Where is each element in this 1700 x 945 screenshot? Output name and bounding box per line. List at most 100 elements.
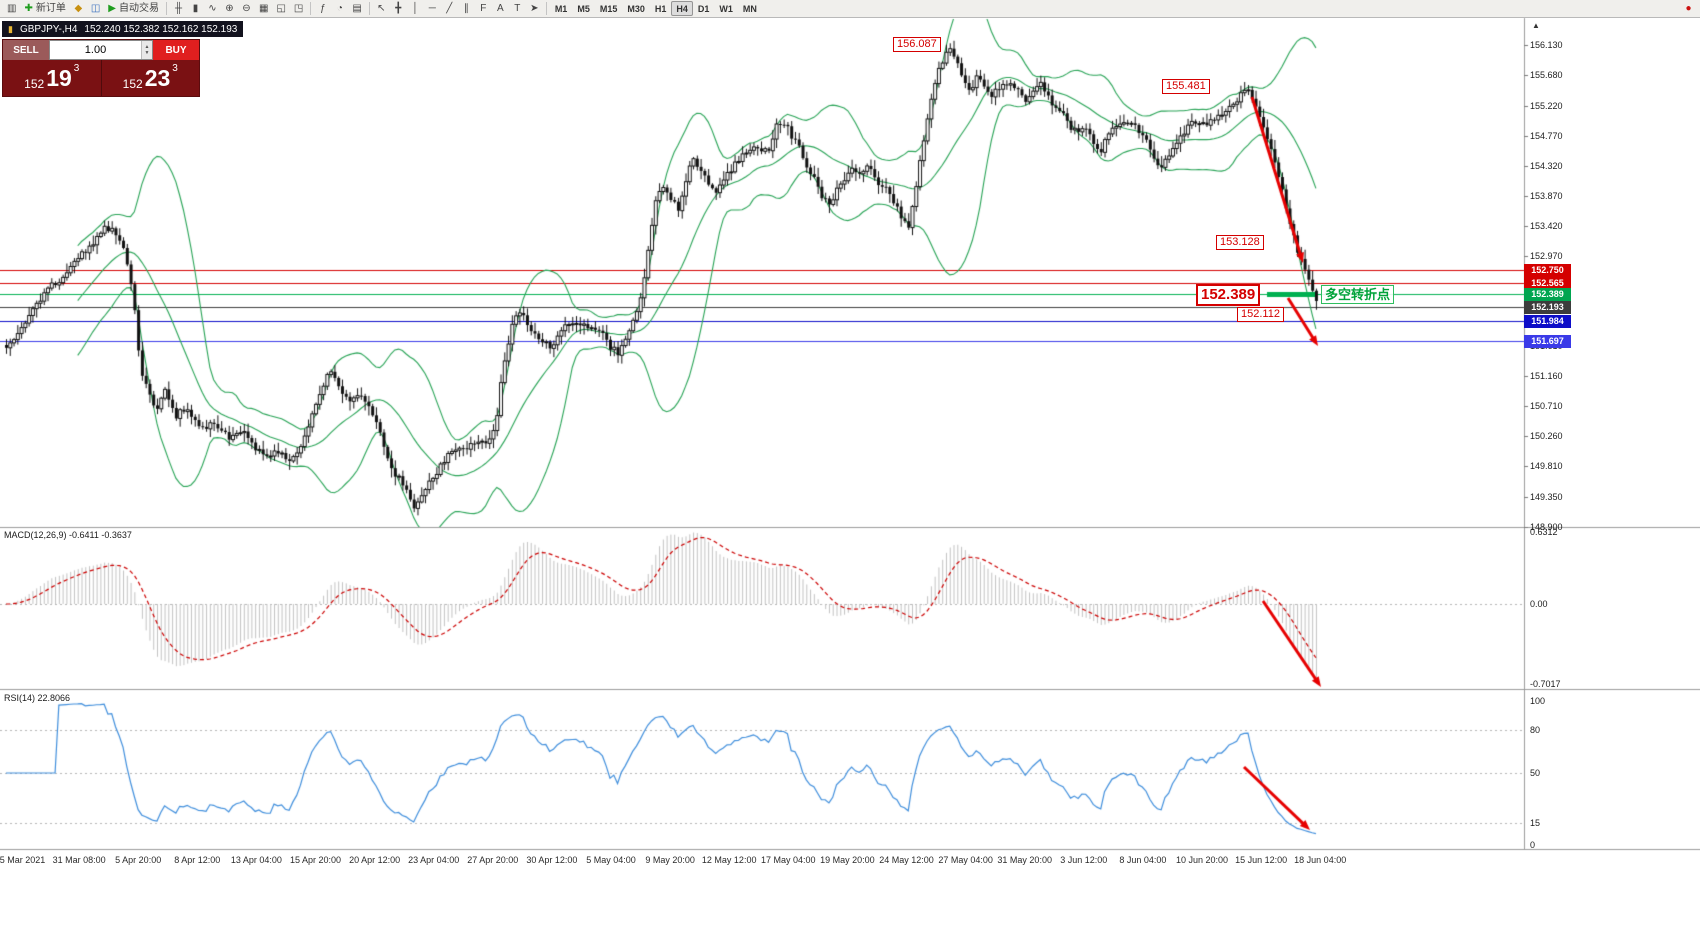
time-label: 12 May 12:00	[701, 855, 757, 865]
sell-price[interactable]: 152 19 3	[3, 60, 101, 96]
timeframe-d1[interactable]: D1	[697, 4, 710, 14]
volume-up-icon[interactable]: ▲	[144, 44, 150, 50]
price-tick-label: 154.320	[1530, 160, 1563, 171]
trade-controls-row: SELL ▲ ▼ BUY	[3, 40, 199, 60]
price-callout-152-112[interactable]: 152.112	[1237, 307, 1284, 322]
trendline-button[interactable]: ╱	[441, 1, 458, 16]
price-tick-label: 150.260	[1530, 431, 1563, 442]
bar-chart-icon: ╫	[174, 2, 183, 14]
time-label: 3 Jun 12:00	[1060, 855, 1108, 865]
chart-shift-button[interactable]: ◳	[290, 1, 307, 16]
price-tag-152-193[interactable]: 152.193	[1524, 301, 1571, 315]
cursor-button[interactable]: ↖	[373, 1, 390, 16]
fibonacci-button[interactable]: F	[475, 1, 492, 16]
turning-point-label[interactable]: 多空转折点	[1321, 285, 1395, 304]
zoom-in-icon: ⊕	[225, 2, 234, 14]
arrows-tool-button[interactable]: ➤	[526, 1, 543, 16]
chart-shift-icon: ◳	[293, 2, 304, 14]
auto-scroll-icon: ◱	[276, 2, 286, 14]
candlestick-chart-button[interactable]: ▮	[187, 1, 204, 16]
time-label: 5 May 04:00	[586, 855, 636, 865]
sell-button[interactable]: SELL	[3, 40, 49, 60]
templates-icon: ▤	[352, 2, 362, 14]
horizontal-line-button[interactable]: ─	[424, 1, 441, 16]
price-tag-152-565[interactable]: 152.565	[1524, 276, 1571, 290]
price-tag-152-389[interactable]: 152.389	[1524, 288, 1571, 302]
time-label: 25 Mar 2021	[0, 855, 46, 865]
candlestick-chart-icon: ▮	[192, 2, 199, 14]
volume-field[interactable]: ▲ ▼	[49, 40, 153, 60]
price-tag-151-697[interactable]: 151.697	[1524, 334, 1571, 348]
price-tick-label: 154.770	[1530, 130, 1563, 141]
line-chart-button[interactable]: ∿	[204, 1, 221, 16]
time-label: 31 Mar 08:00	[52, 855, 106, 865]
time-label: 15 Jun 12:00	[1235, 855, 1288, 865]
time-label: 15 Apr 20:00	[289, 855, 342, 865]
timeframe-h1[interactable]: H1	[654, 4, 667, 14]
price-callout-155-481[interactable]: 155.481	[1162, 79, 1210, 94]
new-order-button[interactable]: ✚ 新订单	[20, 1, 69, 16]
rsi-axis-label: 50	[1530, 768, 1541, 778]
buy-price[interactable]: 152 23 3	[102, 60, 200, 96]
bar-chart-button[interactable]: ╫	[170, 1, 187, 16]
toolbar-separator	[368, 2, 370, 15]
zoom-out-button[interactable]: ⊖	[238, 1, 255, 16]
timeframe-h4[interactable]: H4	[671, 1, 693, 16]
channel-button[interactable]: ∥	[458, 1, 475, 16]
text-label-button[interactable]: T	[509, 1, 526, 16]
toolbar-separator	[545, 2, 547, 15]
time-label: 8 Apr 12:00	[174, 855, 221, 865]
autotrading-button[interactable]: ▶ 自动交易	[104, 1, 163, 16]
data-window-button[interactable]: ◫	[87, 1, 104, 16]
crosshair-button[interactable]: ╋	[390, 1, 407, 16]
time-label: 20 Apr 12:00	[349, 855, 401, 865]
indicators-icon: ƒ	[320, 2, 326, 14]
vertical-line-button[interactable]: │	[407, 1, 424, 16]
tile-windows-button[interactable]: ▦	[255, 1, 272, 16]
price-tag-151-984[interactable]: 151.984	[1524, 315, 1571, 329]
sell-price-sup: 3	[73, 63, 80, 74]
price-divider	[100, 60, 102, 96]
channel-icon: ∥	[463, 2, 469, 14]
price-callout-153-128[interactable]: 153.128	[1216, 235, 1264, 250]
fibonacci-icon: F	[480, 2, 487, 14]
templates-button[interactable]: ▤	[348, 1, 365, 16]
timeframe-mn[interactable]: MN	[742, 4, 757, 14]
buy-button[interactable]: BUY	[153, 40, 199, 60]
timeframe-m5[interactable]: M5	[577, 4, 590, 14]
price-axis[interactable]: 156.130 155.680 155.220 154.770 154.320 153.8…	[1524, 0, 1700, 945]
price-tick-label: 151.160	[1530, 371, 1563, 382]
record-button[interactable]: ●	[1685, 3, 1692, 14]
time-label: 27 Apr 20:00	[467, 855, 519, 865]
vertical-line-icon: │	[412, 2, 419, 14]
price-callout-152-389[interactable]: 152.389	[1196, 284, 1261, 306]
text-label-icon: T	[514, 2, 521, 14]
indicators-button[interactable]: ƒ	[314, 1, 331, 16]
mql-community-button[interactable]: ◆	[70, 1, 87, 16]
volume-stepper[interactable]: ▲ ▼	[141, 41, 152, 59]
one-click-trading-panel: SELL ▲ ▼ BUY 152 19 3 152 23 3	[2, 39, 200, 97]
zoom-in-button[interactable]: ⊕	[221, 1, 238, 16]
time-label: 27 May 04:00	[938, 855, 993, 865]
auto-scroll-button[interactable]: ◱	[272, 1, 289, 16]
price-callout-156-087[interactable]: 156.087	[893, 37, 941, 52]
text-button[interactable]: A	[492, 1, 509, 16]
zoom-out-icon: ⊖	[242, 2, 251, 14]
volume-input[interactable]	[50, 41, 141, 59]
timeframe-w1[interactable]: W1	[719, 4, 733, 14]
text-icon: A	[496, 2, 504, 14]
price-tag-152-750[interactable]: 152.750	[1524, 264, 1571, 278]
timeframe-m15[interactable]: M15	[599, 4, 618, 14]
volume-down-icon[interactable]: ▼	[144, 50, 150, 56]
price-tick-label: 150.710	[1530, 401, 1563, 412]
time-label: 19 May 20:00	[820, 855, 875, 865]
scroll-to-end-icon[interactable]: ▲	[1532, 21, 1540, 30]
time-axis[interactable]: 25 Mar 2021 31 Mar 08:00 5 Apr 20:00 8 Apr …	[0, 850, 1700, 874]
timeframe-m1[interactable]: M1	[554, 4, 568, 14]
new-chart-button[interactable]: ▥	[3, 1, 20, 16]
price-tick-label: 156.130	[1530, 40, 1563, 50]
timeframe-m30[interactable]: M30	[627, 4, 645, 14]
periods-button[interactable]: ◔	[331, 1, 348, 16]
buy-price-sup: 3	[172, 63, 178, 74]
